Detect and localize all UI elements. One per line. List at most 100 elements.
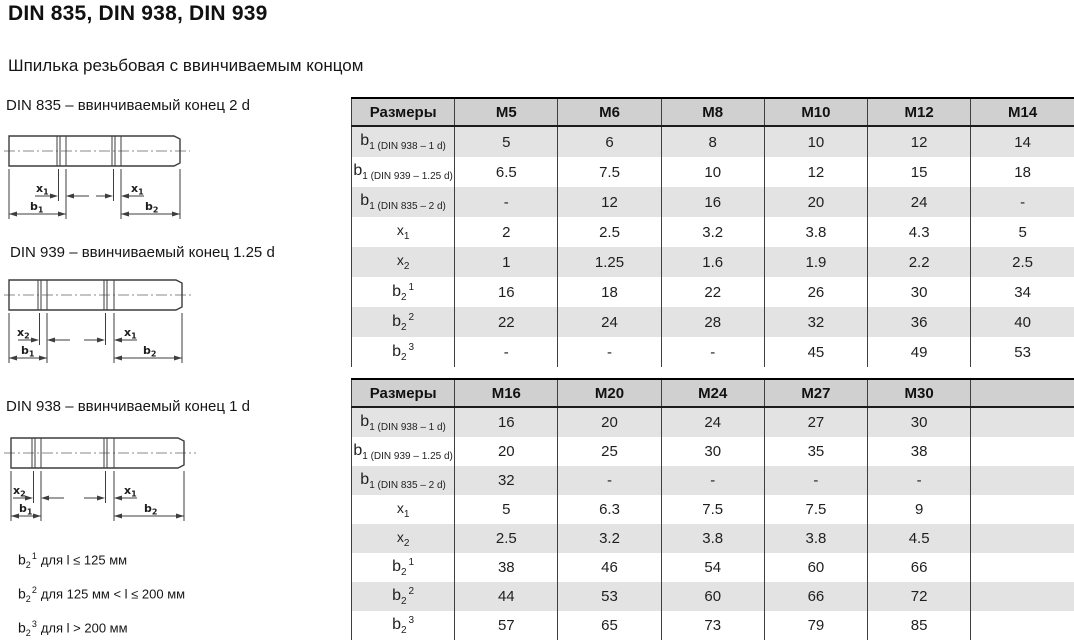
table-row: b1 (DIN 939 – 1.25 d) 20 25 30 35 38: [350, 437, 1074, 466]
value-cell: 1.6: [660, 247, 765, 277]
row-label-cell: x1: [350, 217, 455, 247]
sizes-col-header: Размеры: [350, 98, 455, 127]
value-cell: 16: [454, 277, 558, 307]
thread-runout-lines: [56, 136, 122, 166]
table-row: b1 (DIN 939 – 1.25 d) 6.5 7.5 10 12 15 18: [350, 157, 1074, 187]
table-row: b22 44 53 60 66 72: [350, 582, 1074, 611]
extension-lines: [10, 471, 185, 521]
row-label-base: x: [396, 528, 404, 545]
row-label-sub: 1 (DIN 939 – 1.25 d): [362, 171, 453, 182]
row-label-base: b: [392, 312, 401, 330]
row-label-cell: b1 (DIN 835 – 2 d): [350, 466, 455, 495]
thread-size-header: M10: [763, 98, 868, 127]
footnote: b21 для l ≤ 125 мм: [18, 551, 185, 570]
table-row: b23- - -45 49 53: [350, 337, 1074, 367]
thread-size-header: M27: [763, 379, 868, 408]
value-cell: 15: [867, 157, 971, 187]
footnote-symbol-sub: 2: [25, 559, 31, 570]
footnote-symbol-base: b: [18, 551, 26, 568]
thread-size-header: M6: [557, 98, 662, 127]
value-cell: [970, 524, 1074, 553]
spec-table-m5-m14: Размеры M5 M6 M8 M10 M12 M14 b1 (DIN 938 – 1 d)…: [350, 97, 1074, 367]
value-cell: -: [557, 466, 662, 495]
value-cell: 9: [867, 495, 971, 524]
row-label-cell: b21: [350, 553, 455, 582]
value-cell: 2: [454, 217, 558, 247]
row-label-sub: 2: [403, 261, 410, 272]
row-label-sub: 1 (DIN 938 – 1 d): [369, 141, 446, 152]
value-cell: 54: [660, 553, 765, 582]
footnote: b22 для 125 мм < l ≤ 200 мм: [18, 585, 185, 604]
row-label-cell: x2: [350, 247, 455, 277]
value-cell: 57: [454, 611, 558, 640]
thread-size-header: M5: [454, 98, 558, 127]
drawing-caption-din835: DIN 835 – ввинчиваемый конец 2 d: [6, 97, 250, 114]
row-label-base: b: [392, 558, 401, 575]
dimension-lines: [11, 495, 184, 519]
row-label-cell: b23: [350, 611, 455, 640]
dim-label-b2: b2: [143, 344, 156, 359]
table-row: x1 2 2.5 3.2 3.8 4.3 5: [350, 217, 1074, 247]
row-label-cell: b1 (DIN 939 – 1.25 d): [350, 157, 455, 187]
dim-label-x1-right: x1: [124, 484, 137, 499]
value-cell: 32: [454, 466, 558, 495]
value-cell: 32: [763, 307, 868, 337]
value-cell: [970, 495, 1074, 524]
value-cell: [970, 466, 1074, 495]
row-label-base: b: [353, 162, 363, 179]
din939-stud-drawing: x2 x1 b1 b2: [4, 279, 194, 363]
row-label-base: x: [396, 252, 404, 268]
page-title: DIN 835, DIN 938, DIN 939: [8, 2, 268, 25]
dim-label-b1: b1: [19, 502, 33, 517]
value-cell: 7.5: [660, 495, 765, 524]
row-label-sub: 1 (DIN 938 – 1 d): [369, 421, 446, 433]
din938-stud-drawing: x2 x1 b1 b2: [4, 437, 196, 521]
row-label-sub: 1: [403, 231, 410, 242]
dimension-lines: [9, 193, 180, 217]
row-label-cell: b1 (DIN 835 – 2 d): [350, 187, 455, 217]
footnote-symbol-sub: 2: [25, 627, 31, 638]
value-cell: 27: [763, 407, 868, 437]
value-cell: 18: [970, 157, 1074, 187]
row-label-sub: 2: [400, 351, 407, 363]
value-cell: 3.2: [660, 217, 765, 247]
row-label-base: b: [353, 441, 363, 459]
footnote-text: для l > 200 мм: [40, 620, 128, 636]
value-cell: 2.2: [867, 247, 971, 277]
dim-label-b1: b1: [21, 344, 35, 359]
value-cell: 66: [867, 553, 971, 582]
value-cell: 16: [454, 407, 558, 437]
row-label-base: b: [392, 342, 401, 360]
footnotes: b21 для l ≤ 125 мм b22 для 125 мм < l ≤ 200…: [18, 551, 185, 643]
table-row: b23 57 65 73 79 85: [350, 611, 1074, 640]
row-label-base: b: [360, 470, 370, 488]
table-row: x2 2.5 3.2 3.8 3.8 4.5: [350, 524, 1074, 553]
value-cell: 46: [557, 553, 662, 582]
footnote-symbol-sup: 2: [31, 584, 37, 595]
value-cell: -: [454, 187, 558, 217]
value-cell: [970, 553, 1074, 582]
value-cell: 44: [454, 582, 558, 611]
value-cell: 12: [763, 157, 868, 187]
value-cell: 38: [867, 437, 971, 466]
value-cell: 65: [557, 611, 662, 640]
value-cell: -: [970, 187, 1074, 217]
value-cell: 3.8: [763, 217, 868, 247]
header-row: Размеры M16 M20 M24 M27 M30: [350, 379, 1074, 408]
row-label-sub: 2: [400, 596, 407, 607]
row-label-sub: 1 (DIN 835 – 2 d): [369, 479, 446, 491]
value-cell: 3.2: [557, 524, 662, 553]
value-cell: 30: [660, 437, 765, 466]
value-cell: 22: [660, 277, 765, 307]
row-label-cell: b1 (DIN 939 – 1.25 d): [350, 437, 455, 466]
din835-stud-drawing: x1 x1 b1 b2: [4, 135, 190, 219]
footnote-symbol-sub: 2: [25, 593, 31, 604]
value-cell: 1.9: [763, 247, 868, 277]
table-row: x2 1 1.25 1.6 1.9 2.2 2.5: [350, 247, 1074, 277]
thread-size-header: M16: [454, 379, 558, 408]
spec-table-m16-m30: Размеры M16 M20 M24 M27 M30 b 1 (DIN 938 – 1 d)…: [350, 378, 1074, 640]
value-cell: 4.5: [867, 524, 971, 553]
footnote-text: для 125 мм < l ≤ 200 мм: [40, 586, 186, 602]
drawing-caption-din939: DIN 939 – ввинчиваемый конец 1.25 d: [10, 244, 275, 261]
value-cell: [970, 437, 1074, 466]
